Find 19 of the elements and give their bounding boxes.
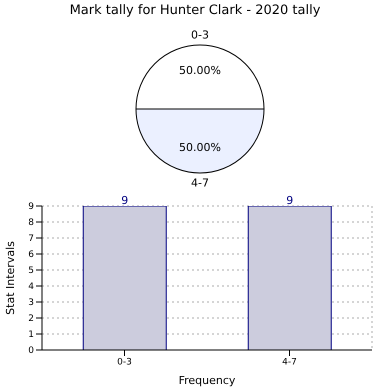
data-label: 50.00% — [179, 64, 221, 78]
y-axis-title: Stat Intervals — [4, 240, 17, 315]
y-tick-label: 9 — [28, 202, 34, 212]
y-tick-label: 4 — [28, 282, 34, 292]
y-tick-label: 0 — [28, 346, 34, 356]
slice-label: 0-3 — [191, 28, 209, 42]
y-tick-label: 7 — [28, 234, 34, 244]
slice-label: 4-7 — [191, 176, 209, 190]
chart-title: Mark tally for Hunter Clark - 2020 tally — [68, 2, 322, 20]
y-tick-label: 3 — [28, 298, 34, 308]
x-axis-title: Frequency — [178, 374, 236, 387]
y-tick-label: 8 — [28, 218, 34, 228]
data-label: 9 — [121, 194, 128, 207]
data-label: 50.00% — [179, 140, 221, 154]
data-label: 9 — [286, 194, 294, 207]
y-tick-label: 2 — [28, 314, 34, 324]
y-tick-label: 6 — [28, 250, 34, 260]
y-tick-label: 1 — [28, 330, 34, 340]
y-tick-label: 5 — [28, 266, 34, 276]
